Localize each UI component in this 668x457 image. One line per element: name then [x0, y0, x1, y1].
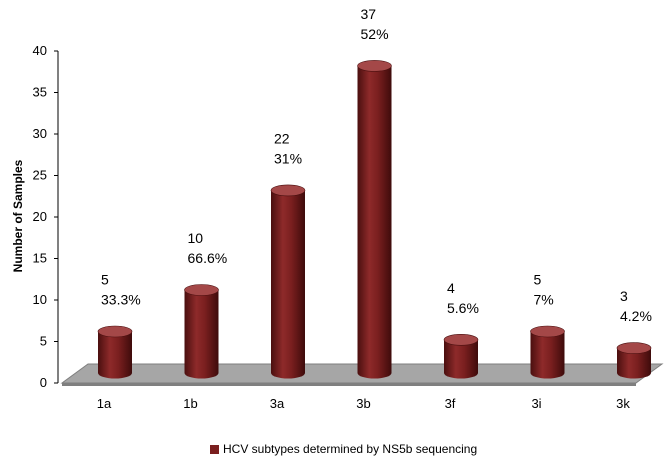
- bar-body: [530, 331, 565, 379]
- legend: HCV subtypes determined by NS5b sequenci…: [210, 442, 477, 456]
- bar-body: [357, 65, 392, 379]
- y-tick-label: 20: [33, 209, 47, 224]
- bar-1a: [97, 325, 133, 379]
- data-label-percent-3a: 31%: [274, 150, 302, 166]
- bar-top: [270, 184, 306, 197]
- y-axis-title: Number of Samples: [11, 159, 25, 272]
- category-label-3i: 3i: [531, 396, 541, 411]
- category-label-3b: 3b: [356, 396, 370, 411]
- y-tick-label: 15: [33, 251, 47, 266]
- bar-3i: [530, 325, 565, 379]
- bar-body: [271, 190, 305, 379]
- data-label-count-1b: 10: [188, 230, 204, 246]
- bar-body: [617, 348, 651, 379]
- bar-top: [443, 333, 479, 346]
- y-tick-label: 35: [33, 85, 47, 100]
- y-tick-label: 10: [33, 292, 47, 307]
- data-label-count-3k: 3: [620, 288, 628, 304]
- category-label-3k: 3k: [616, 396, 630, 411]
- category-label-3a: 3a: [270, 396, 285, 411]
- data-label-count-3i: 5: [534, 272, 542, 288]
- category-label-1b: 1b: [183, 396, 197, 411]
- bar-body: [184, 290, 219, 379]
- category-label-1a: 1a: [97, 396, 112, 411]
- category-label-3f: 3f: [445, 396, 456, 411]
- legend-label: HCV subtypes determined by NS5b sequenci…: [223, 442, 477, 456]
- bar-top: [616, 342, 652, 354]
- data-label-count-3a: 22: [274, 130, 290, 146]
- data-label-percent-1b: 66.6%: [188, 250, 228, 266]
- bars: [97, 60, 652, 379]
- y-tick-label: 0: [40, 375, 47, 390]
- bar-body: [444, 339, 478, 379]
- data-label-percent-3k: 4.2%: [620, 308, 652, 324]
- y-ticks: 0 5 10 15 20 25 30 35 40: [33, 43, 58, 390]
- data-label-count-3f: 4: [447, 280, 455, 296]
- bar-1b: [184, 284, 219, 379]
- bar-3f: [443, 333, 479, 379]
- data-labels: 5 33.3% 10 66.6% 22 31% 37 52% 4 5.6% 5 7% 3 4.2%: [101, 6, 652, 324]
- bar-top: [357, 60, 392, 72]
- y-tick-label: 5: [40, 334, 47, 349]
- bar-top: [184, 284, 219, 296]
- bar-3a: [270, 184, 306, 379]
- data-label-count-1a: 5: [101, 272, 109, 288]
- data-label-percent-3f: 5.6%: [447, 300, 479, 316]
- chart-floor-edge: [62, 383, 636, 386]
- data-label-percent-3i: 7%: [534, 292, 554, 308]
- y-tick-label: 40: [33, 43, 47, 58]
- data-label-percent-3b: 52%: [361, 26, 389, 42]
- data-label-count-3b: 37: [361, 6, 377, 22]
- y-tick-label: 30: [33, 126, 47, 141]
- y-tick-label: 25: [33, 168, 47, 183]
- bar-3k: [616, 342, 652, 379]
- bar-body: [98, 331, 132, 379]
- category-labels: 1a 1b 3a 3b 3f 3i 3k: [97, 396, 631, 411]
- data-label-percent-1a: 33.3%: [101, 292, 141, 308]
- bar-3b: [357, 60, 392, 379]
- bar-top: [530, 325, 565, 338]
- legend-swatch: [210, 445, 219, 454]
- bar-top: [97, 325, 133, 338]
